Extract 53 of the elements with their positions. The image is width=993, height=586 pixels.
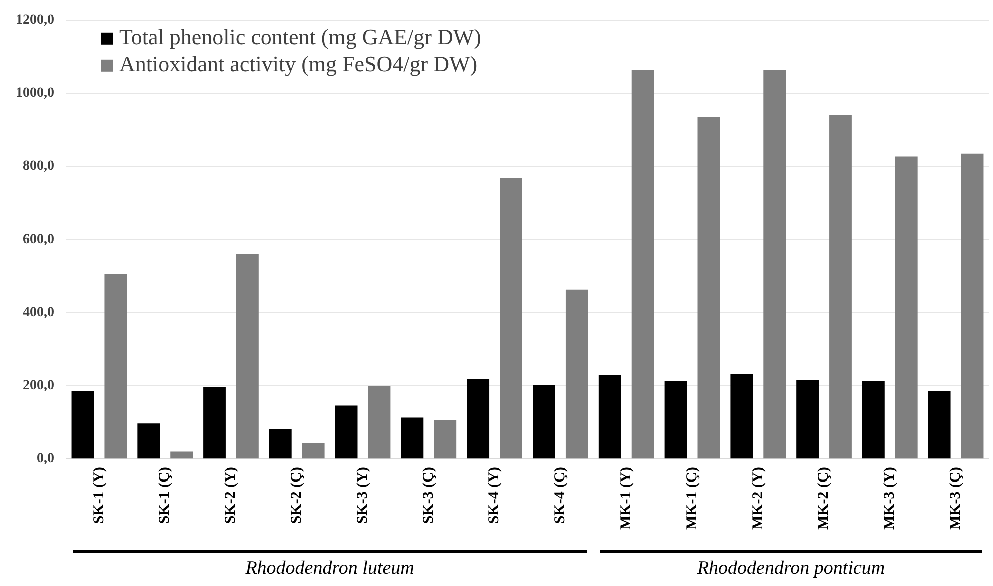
bar [72, 391, 94, 459]
y-tick-label: 600,0 [23, 232, 54, 248]
x-tick-label: SK-2 (Ç) [289, 467, 305, 524]
bar [269, 429, 292, 459]
bar [928, 391, 951, 459]
x-tick-label: SK-3 (Ç) [420, 467, 437, 524]
x-tick-label: MK-3 (Ç) [948, 467, 964, 530]
bar [401, 418, 424, 459]
bar [104, 274, 128, 459]
y-tick-label: 800,0 [23, 159, 54, 174]
bar [533, 385, 556, 459]
y-tick-label: 400,0 [23, 305, 54, 320]
bar [335, 406, 358, 459]
bar [302, 443, 325, 459]
bar [730, 374, 754, 459]
bar [500, 178, 522, 459]
text: Rhododendron ponticum [696, 558, 886, 580]
x-tick-label: MK-1 (Ç) [684, 467, 700, 530]
x-tick-label: SK-2 (Y) [223, 467, 240, 524]
x-tick-label: MK-2 (Ç) [816, 467, 832, 530]
x-tick-label: SK-3 (Y) [354, 467, 371, 524]
bar [961, 154, 984, 459]
bar [566, 290, 588, 459]
y-tick-label: 0,0 [37, 452, 54, 467]
bar [138, 424, 160, 459]
bar [664, 381, 688, 459]
x-tick-label: SK-4 (Y) [486, 467, 503, 524]
bar [895, 156, 918, 459]
text: Rhododendron luteum [244, 558, 416, 580]
bar [862, 381, 885, 459]
x-tick-label: MK-2 (Y) [750, 467, 766, 530]
bar [598, 375, 622, 459]
bar [830, 115, 852, 459]
legend-label: Total phenolic content (mg GAE/gr DW) [120, 24, 482, 50]
y-tick-label: 200,0 [23, 378, 54, 394]
y-tick-label: 1200,0 [16, 13, 54, 28]
bar [764, 70, 786, 459]
x-tick-label: MK-1 (Y) [618, 467, 634, 530]
y-tick-label: 1000,0 [16, 86, 54, 102]
bar [236, 254, 259, 459]
x-tick-label: MK-3 (Y) [882, 467, 898, 530]
x-tick-label: SK-1 (Y) [91, 467, 108, 524]
bar [467, 379, 490, 459]
bar [170, 452, 194, 459]
bar [796, 380, 819, 459]
x-tick-label: SK-1 (Ç) [157, 467, 174, 524]
bar [204, 387, 226, 459]
bar [632, 70, 654, 459]
bar [434, 420, 457, 459]
bar [368, 386, 391, 459]
legend-label: Antioxidant activity (mg FeSO4/gr DW) [120, 52, 478, 77]
x-tick-label: SK-4 (Ç) [552, 467, 569, 524]
bar [698, 117, 720, 459]
